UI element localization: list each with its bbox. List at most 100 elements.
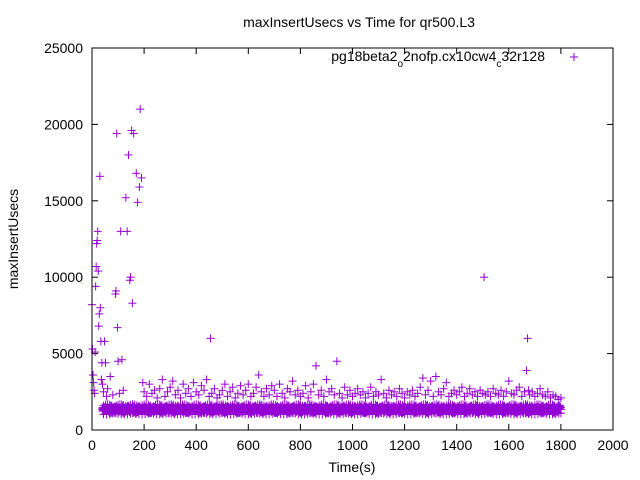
data-point	[374, 390, 383, 399]
data-point	[150, 386, 159, 395]
data-point	[135, 183, 144, 192]
data-point	[140, 387, 149, 396]
data-point	[543, 387, 552, 396]
data-point	[556, 409, 565, 418]
data-point	[100, 337, 109, 346]
data-point	[233, 389, 242, 398]
data-point	[533, 389, 542, 398]
data-point	[408, 386, 417, 395]
data-point	[528, 387, 537, 396]
data-point	[517, 392, 526, 401]
data-point	[137, 173, 146, 182]
data-point	[239, 390, 248, 399]
data-point	[252, 383, 261, 392]
data-point	[103, 384, 112, 393]
data-point	[194, 390, 203, 399]
x-tick-label: 1400	[441, 437, 472, 453]
data-point	[173, 386, 182, 395]
data-point	[301, 381, 310, 390]
y-axis-ticks: 0 5000 10000 15000 20000 25000	[44, 40, 613, 438]
data-point	[520, 387, 529, 396]
data-point	[262, 384, 271, 393]
data-point	[470, 387, 479, 396]
data-point	[112, 129, 121, 138]
x-tick-label: 1800	[545, 437, 576, 453]
data-point	[96, 303, 105, 312]
data-point	[278, 389, 287, 398]
data-point	[111, 286, 120, 295]
data-point	[94, 267, 103, 276]
x-tick-label: 1200	[389, 437, 420, 453]
data-point	[93, 227, 102, 236]
data-point	[536, 384, 545, 393]
data-point	[91, 282, 100, 291]
data-point	[220, 380, 229, 389]
x-tick-label: 400	[185, 437, 209, 453]
x-tick-label: 1600	[493, 437, 524, 453]
data-point	[439, 384, 448, 393]
data-point	[384, 386, 393, 395]
x-tick-label: 600	[237, 437, 261, 453]
data-point	[450, 386, 459, 395]
data-point	[210, 384, 219, 393]
data-point	[153, 393, 162, 402]
data-point	[259, 392, 268, 401]
data-point	[136, 105, 145, 114]
data-point	[338, 393, 347, 402]
data-point	[556, 393, 565, 402]
data-point	[515, 383, 524, 392]
data-point	[89, 370, 98, 379]
data-point	[200, 386, 209, 395]
data-point	[226, 387, 235, 396]
data-point	[158, 375, 167, 384]
data-point	[499, 392, 508, 401]
x-axis-ticks: 0 200 400 600 800 1000 1200 1400 1600 1800 2000	[88, 48, 629, 453]
data-points	[88, 105, 565, 419]
data-point	[418, 374, 427, 383]
data-point	[319, 392, 328, 401]
data-point	[413, 389, 422, 398]
legend: pg18beta2o2nofp.cx10cw4c32r128	[331, 48, 578, 70]
x-axis-label: Time(s)	[329, 459, 376, 475]
y-tick-label: 20000	[44, 116, 83, 132]
data-point	[480, 273, 489, 282]
data-point	[93, 236, 102, 245]
data-point	[207, 389, 216, 398]
data-point	[291, 390, 300, 399]
data-point	[176, 393, 185, 402]
data-point	[97, 375, 106, 384]
data-point	[133, 198, 142, 207]
data-point	[522, 366, 531, 375]
data-point	[524, 386, 533, 395]
data-point	[421, 390, 430, 399]
data-point	[465, 384, 474, 393]
y-tick-label: 5000	[52, 346, 83, 362]
data-point	[223, 392, 232, 401]
data-point	[340, 383, 349, 392]
data-point	[249, 389, 258, 398]
data-point	[129, 129, 138, 138]
data-point	[236, 381, 245, 390]
data-point	[206, 334, 215, 343]
data-point	[299, 389, 308, 398]
data-point	[114, 357, 123, 366]
data-point	[369, 392, 378, 401]
data-point	[89, 378, 98, 387]
x-tick-label: 800	[289, 437, 313, 453]
data-point	[145, 380, 154, 389]
data-point	[442, 378, 451, 387]
data-point	[102, 392, 111, 401]
data-point	[215, 390, 224, 399]
data-point	[431, 372, 440, 381]
data-point	[351, 389, 360, 398]
data-point	[306, 387, 315, 396]
data-point	[353, 384, 362, 393]
x-tick-label: 0	[88, 437, 96, 453]
data-point	[189, 378, 198, 387]
data-point	[231, 393, 240, 402]
data-point	[312, 361, 321, 370]
y-axis-label: maxInsertUsecs	[5, 189, 21, 289]
data-point	[272, 392, 281, 401]
y-tick-label: 15000	[44, 193, 83, 209]
data-point	[437, 390, 446, 399]
